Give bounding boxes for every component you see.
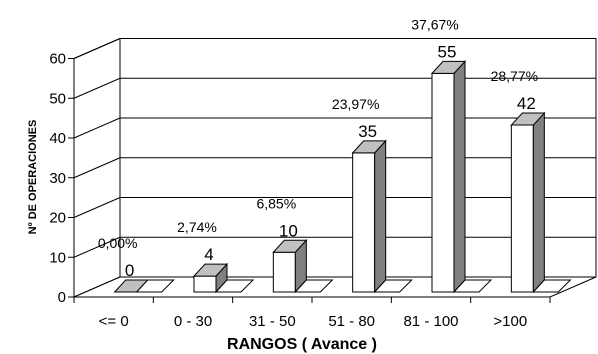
percent-label: 2,74% [177,219,217,235]
bar [272,251,296,293]
bar-shadow [294,279,334,293]
percent-label: 23,97% [332,96,379,112]
bar [352,152,376,293]
bars [113,60,572,294]
bar-shadow [532,279,572,293]
bar-side [374,139,387,294]
x-tick-label: 51 - 80 [328,313,375,330]
y-axis-ticks: 0 10 20 30 40 50 60 [49,51,75,306]
data-label: 35 [358,122,377,141]
bar-side [453,60,466,294]
bar-top [430,60,467,74]
bar-side [532,111,545,294]
data-label: 10 [279,221,298,240]
x-tick-label: 31 - 50 [249,313,296,330]
x-axis-labels: <= 0 0 - 30 31 - 50 51 - 80 81 - 100 >100 [73,297,551,330]
x-tick-label: 81 - 100 [403,313,458,330]
x-tick-label: 0 - 30 [174,313,212,330]
bar [431,72,455,293]
y-tick-label: 10 [49,249,66,266]
bar [510,124,534,293]
x-axis-title: RANGOS ( Avance ) [227,336,377,353]
data-label: 0 [125,261,134,280]
gridline-side [73,38,121,59]
bar-top [272,239,308,253]
bar-shadow [214,279,255,293]
x-tick-label: >100 [493,313,527,330]
bar-shadow [452,279,493,293]
percent-label: 0,00% [98,235,138,251]
data-label: 42 [517,94,536,113]
data-label: 55 [438,42,457,61]
bar [193,275,217,293]
y-tick-label: 30 [49,170,66,187]
y-axis-title: Nº DE OPERACIONES [27,120,39,235]
gridline-side [73,117,121,139]
gridline-side [73,236,121,258]
bar-top [510,112,546,126]
bar-shadow [373,279,413,293]
gridline-side [73,77,121,99]
percent-labels: 0,00% 2,74% 6,85% 23,97% 37,67% 28,77% [98,16,538,251]
y-tick-label: 20 [49,210,66,227]
y-tick-label: 0 [58,289,66,306]
percent-label: 28,77% [491,68,538,84]
y-tick-label: 60 [49,51,66,68]
value-labels: 0 4 10 35 55 42 [125,42,536,280]
gridline-side [73,197,121,218]
y-tick-label: 50 [49,90,66,107]
percent-label: 6,85% [256,195,296,211]
percent-label: 37,67% [411,16,458,32]
bar-shadow [135,279,175,293]
bar-top [192,263,229,277]
x-tick-label: <= 0 [99,313,129,330]
data-label: 4 [204,245,213,264]
y-tick-label: 40 [49,130,66,147]
gridline-side [73,157,121,179]
bar-top [351,140,387,154]
